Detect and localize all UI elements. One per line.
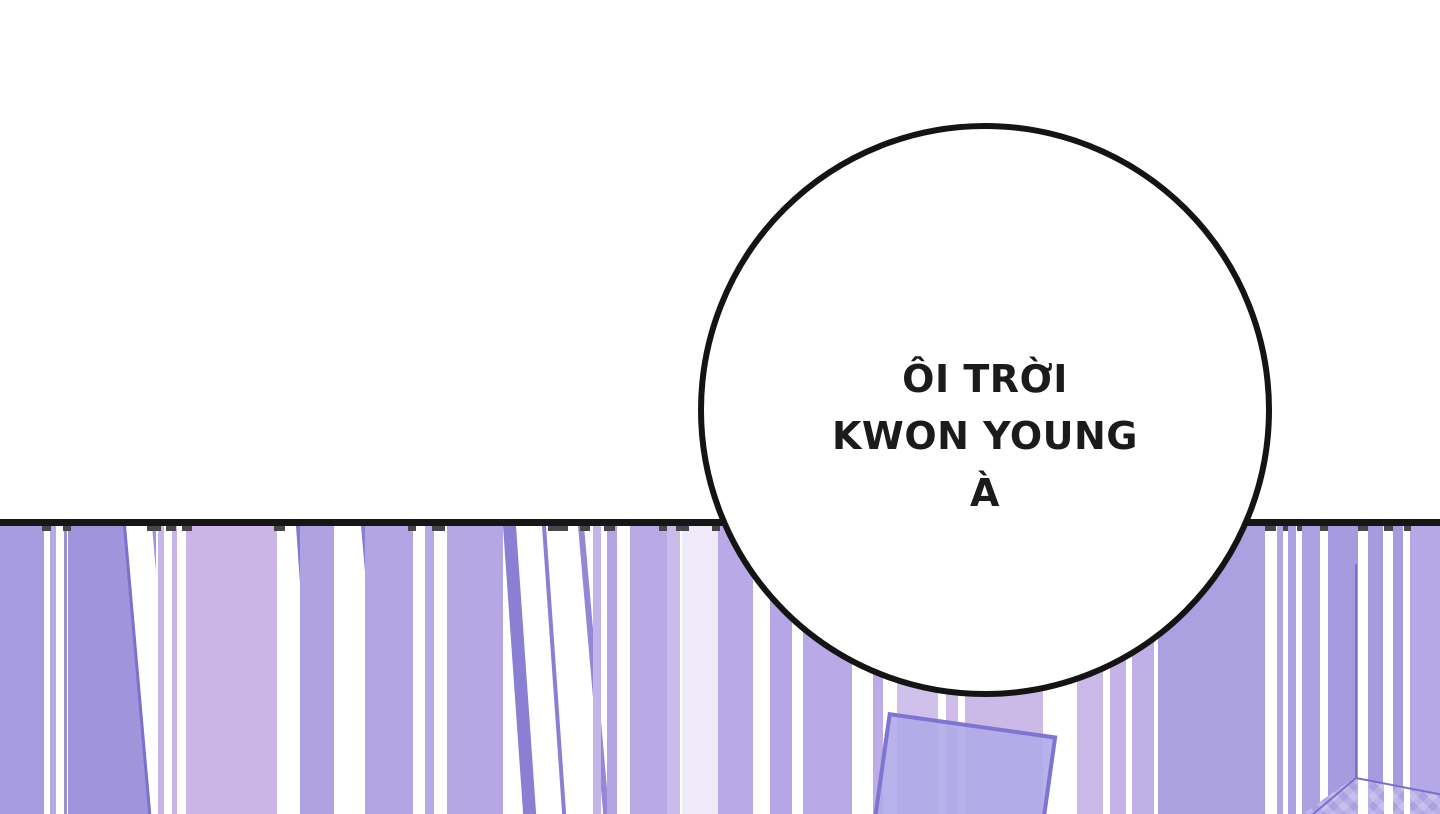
wall-stripe [682,526,718,814]
wall-stripe [158,526,164,814]
divider-dash [712,526,720,531]
stripe-layer [0,526,1440,814]
wall-stripe [64,526,67,814]
divider-dash [1283,526,1288,531]
divider-dash [147,526,161,531]
divider-dash [182,526,192,531]
wall-stripe [503,526,537,814]
wall-stripe [50,526,56,814]
divider-dash [166,526,176,531]
wall-corner-line [1355,564,1357,779]
divider-dash [604,526,615,531]
floor-white-stripe [1404,526,1410,814]
divider-shadow-dashes [0,526,1440,531]
divider-dash [1404,526,1411,531]
divider-dash [63,526,71,531]
divider-dash [548,526,568,531]
speech-line: ÔI TRỜI [902,356,1068,401]
floor-white-stripe [1358,526,1368,814]
wall-stripe [300,526,334,814]
wall-stripe [607,526,617,814]
wall-stripe [630,526,667,814]
wall-stripe [542,526,567,814]
speech-line: À [970,470,1000,515]
floor-white-stripe [1384,526,1393,814]
wall-region [0,526,1440,814]
divider-dash [1297,526,1302,531]
wall-stripe [447,526,503,814]
divider-dash [659,526,667,531]
divider-dash [1358,526,1368,531]
wall-stripe [186,526,277,814]
divider-dash [1384,526,1393,531]
divider-dash [1265,526,1276,531]
wall-stripe [1302,526,1320,814]
wall-stripe [365,526,413,814]
divider-dash [1320,526,1328,531]
divider-dash [42,526,51,531]
wall-stripe [1288,526,1296,814]
wall-stripe [172,526,177,814]
speech-text: ÔI TRỜI KWON YOUNG À [832,351,1138,522]
wall-stripe [0,526,44,814]
divider-dash [408,526,416,531]
speech-bubble: ÔI TRỜI KWON YOUNG À [698,123,1272,697]
speech-line: KWON YOUNG [831,413,1138,458]
wall-stripe [425,526,434,814]
divider-dash [580,526,590,531]
wall-stripe [1368,526,1383,814]
wall-stripe [1410,526,1440,814]
wall-stripe [1277,526,1283,814]
divider-dash [274,526,285,531]
wall-stripe [718,526,753,814]
wall-stripe [1328,526,1358,814]
wall-stripe [593,526,601,814]
wall-stripe [667,526,680,814]
wall-stripe [1393,526,1403,814]
divider-dash [676,526,689,531]
divider-dash [432,526,445,531]
